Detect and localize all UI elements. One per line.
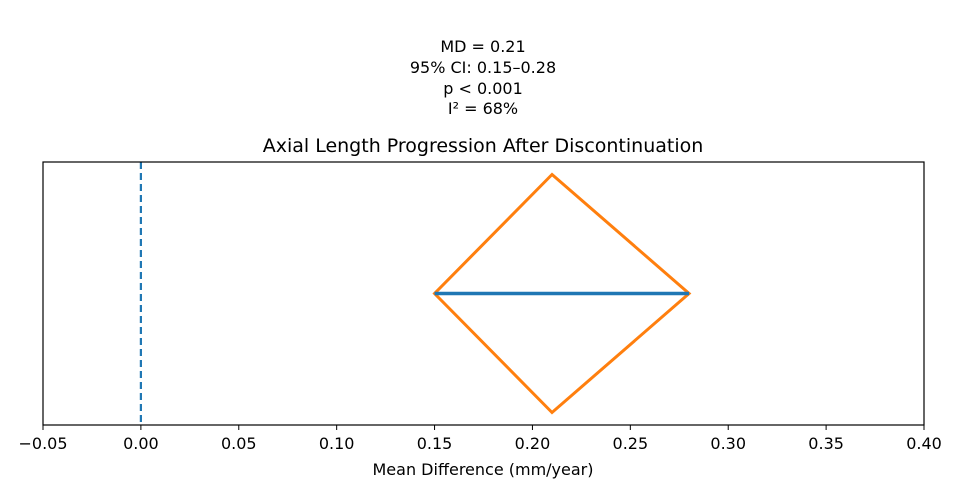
x-tick-label: 0.00 [123,434,159,453]
x-tick-label: 0.40 [906,434,942,453]
x-tick-label: −0.05 [18,434,67,453]
chart-title: Axial Length Progression After Discontin… [263,135,704,157]
plot-frame [42,161,925,426]
x-axis-label: Mean Difference (mm/year) [373,460,594,479]
x-tick-label: 0.35 [808,434,844,453]
x-tick-label: 0.20 [515,434,551,453]
annotation-ci: 95% CI: 0.15–0.28 [409,58,557,77]
x-tick-label: 0.05 [221,434,257,453]
annotation-i-squared: I² = 68% [447,99,519,118]
annotation-md: MD = 0.21 [440,37,526,56]
x-tick-label: 0.30 [710,434,746,453]
x-tick-label: 0.25 [613,434,649,453]
x-tick-label: 0.10 [319,434,355,453]
annotation-p-value: p < 0.001 [443,79,523,98]
pooled-diamond [432,172,692,415]
x-tick-label: 0.15 [417,434,453,453]
